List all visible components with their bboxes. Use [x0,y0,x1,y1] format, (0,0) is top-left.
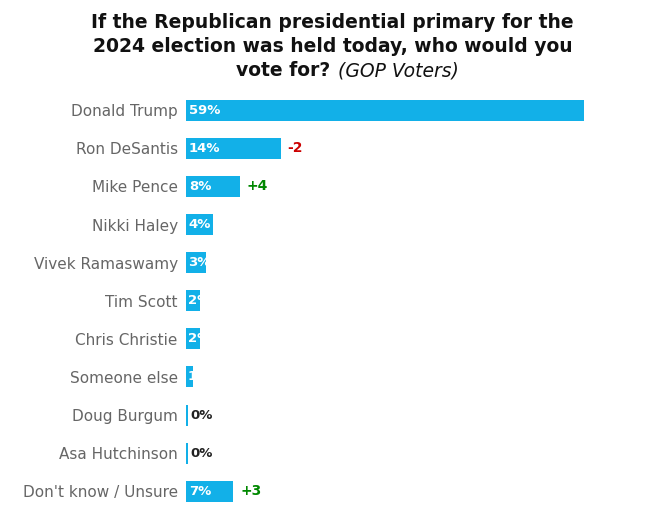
Text: 0%: 0% [190,409,213,421]
Bar [186,138,281,159]
Text: +3: +3 [240,484,261,498]
Bar [186,329,200,349]
Bar [186,366,193,387]
Text: -2: -2 [287,142,303,155]
Text: vote for?: vote for? [236,61,331,81]
Text: 2024 election was held today, who would you: 2024 election was held today, who would … [92,37,573,56]
Bar [186,252,206,273]
Bar [186,100,585,121]
Text: 3%: 3% [188,256,210,269]
Text: 7%: 7% [189,485,211,498]
Text: 2%: 2% [188,332,210,346]
Text: 8%: 8% [189,180,211,193]
Bar [186,443,188,464]
Text: 14%: 14% [189,142,220,155]
Bar [186,404,188,426]
Bar [186,214,213,235]
Text: +4: +4 [247,180,268,193]
Bar [186,176,240,197]
Text: 2%: 2% [188,294,210,307]
Text: 0%: 0% [190,447,213,460]
Bar [186,290,200,311]
Text: 1%: 1% [188,370,210,384]
Text: If the Republican presidential primary for the: If the Republican presidential primary f… [91,13,574,32]
Text: (GOP Voters): (GOP Voters) [332,61,460,81]
Text: 4%: 4% [189,218,211,231]
Bar [186,481,233,502]
Text: 59%: 59% [189,104,220,117]
